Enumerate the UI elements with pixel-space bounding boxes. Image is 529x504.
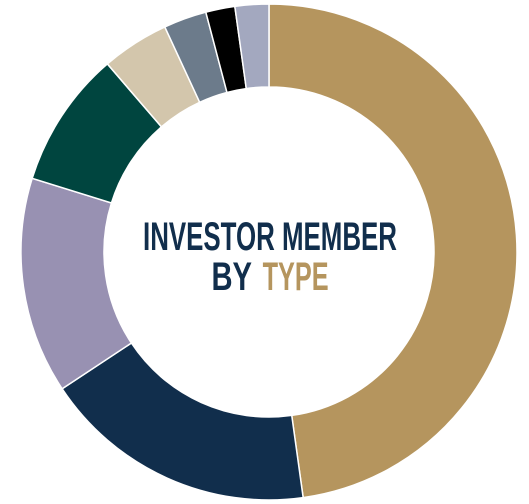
donut-slice [61, 341, 305, 501]
donut-slice [233, 3, 270, 90]
chart-title: INVESTOR MEMBER [143, 215, 397, 259]
donut [20, 3, 518, 501]
title-highlight: TYPE [263, 255, 329, 299]
title-word: BY [211, 255, 252, 299]
donut-slice [268, 3, 518, 499]
chart-title-line: BY TYPE [211, 255, 328, 299]
